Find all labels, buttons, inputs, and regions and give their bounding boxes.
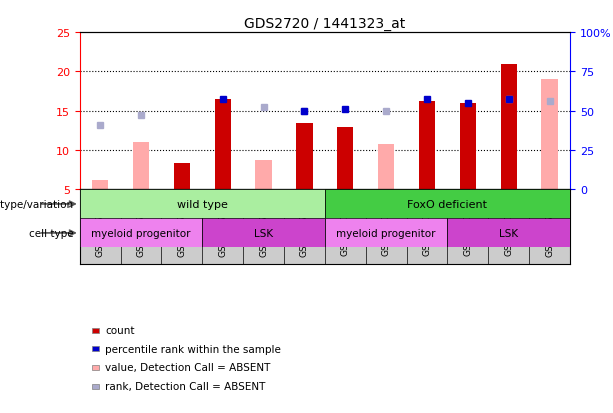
Text: cell type: cell type	[29, 228, 74, 238]
Text: genotype/variation: genotype/variation	[0, 199, 74, 209]
Bar	[173, 164, 190, 190]
Bar	[447, 219, 570, 248]
Text: count: count	[105, 325, 135, 335]
Bar	[202, 219, 325, 248]
Bar	[337, 127, 354, 190]
Bar	[215, 100, 231, 190]
Text: LSK: LSK	[499, 228, 519, 238]
Text: wild type: wild type	[177, 199, 227, 209]
Bar	[80, 190, 325, 219]
Text: GSM153716: GSM153716	[545, 201, 554, 256]
Bar	[92, 180, 109, 190]
Bar	[133, 143, 149, 190]
Text: GSM153712: GSM153712	[463, 201, 473, 256]
Bar	[296, 123, 313, 190]
Bar	[378, 145, 394, 190]
Text: rank, Detection Call = ABSENT: rank, Detection Call = ABSENT	[105, 381, 266, 391]
Bar	[541, 80, 558, 190]
Bar	[460, 104, 476, 190]
Bar	[256, 161, 272, 190]
Text: LSK: LSK	[254, 228, 273, 238]
Text: GSM153718: GSM153718	[137, 201, 145, 256]
Bar	[80, 219, 202, 248]
Text: myeloid progenitor: myeloid progenitor	[91, 228, 191, 238]
Title: GDS2720 / 1441323_at: GDS2720 / 1441323_at	[244, 17, 406, 31]
Text: GSM153714: GSM153714	[504, 201, 513, 256]
Text: GSM153722: GSM153722	[422, 201, 432, 256]
Text: GSM153721: GSM153721	[382, 201, 390, 256]
Bar	[325, 219, 447, 248]
Bar	[501, 64, 517, 190]
Text: value, Detection Call = ABSENT: value, Detection Call = ABSENT	[105, 363, 271, 373]
Text: GSM153710: GSM153710	[300, 201, 309, 256]
Bar	[325, 190, 570, 219]
Text: GSM153720: GSM153720	[341, 201, 350, 256]
Text: GSM153709: GSM153709	[259, 201, 268, 256]
Text: percentile rank within the sample: percentile rank within the sample	[105, 344, 281, 354]
Text: GSM153707: GSM153707	[218, 201, 227, 256]
Text: GSM153717: GSM153717	[96, 201, 105, 256]
Text: GSM153719: GSM153719	[177, 201, 186, 256]
Bar	[419, 101, 435, 190]
Text: myeloid progenitor: myeloid progenitor	[337, 228, 436, 238]
Text: FoxO deficient: FoxO deficient	[408, 199, 487, 209]
